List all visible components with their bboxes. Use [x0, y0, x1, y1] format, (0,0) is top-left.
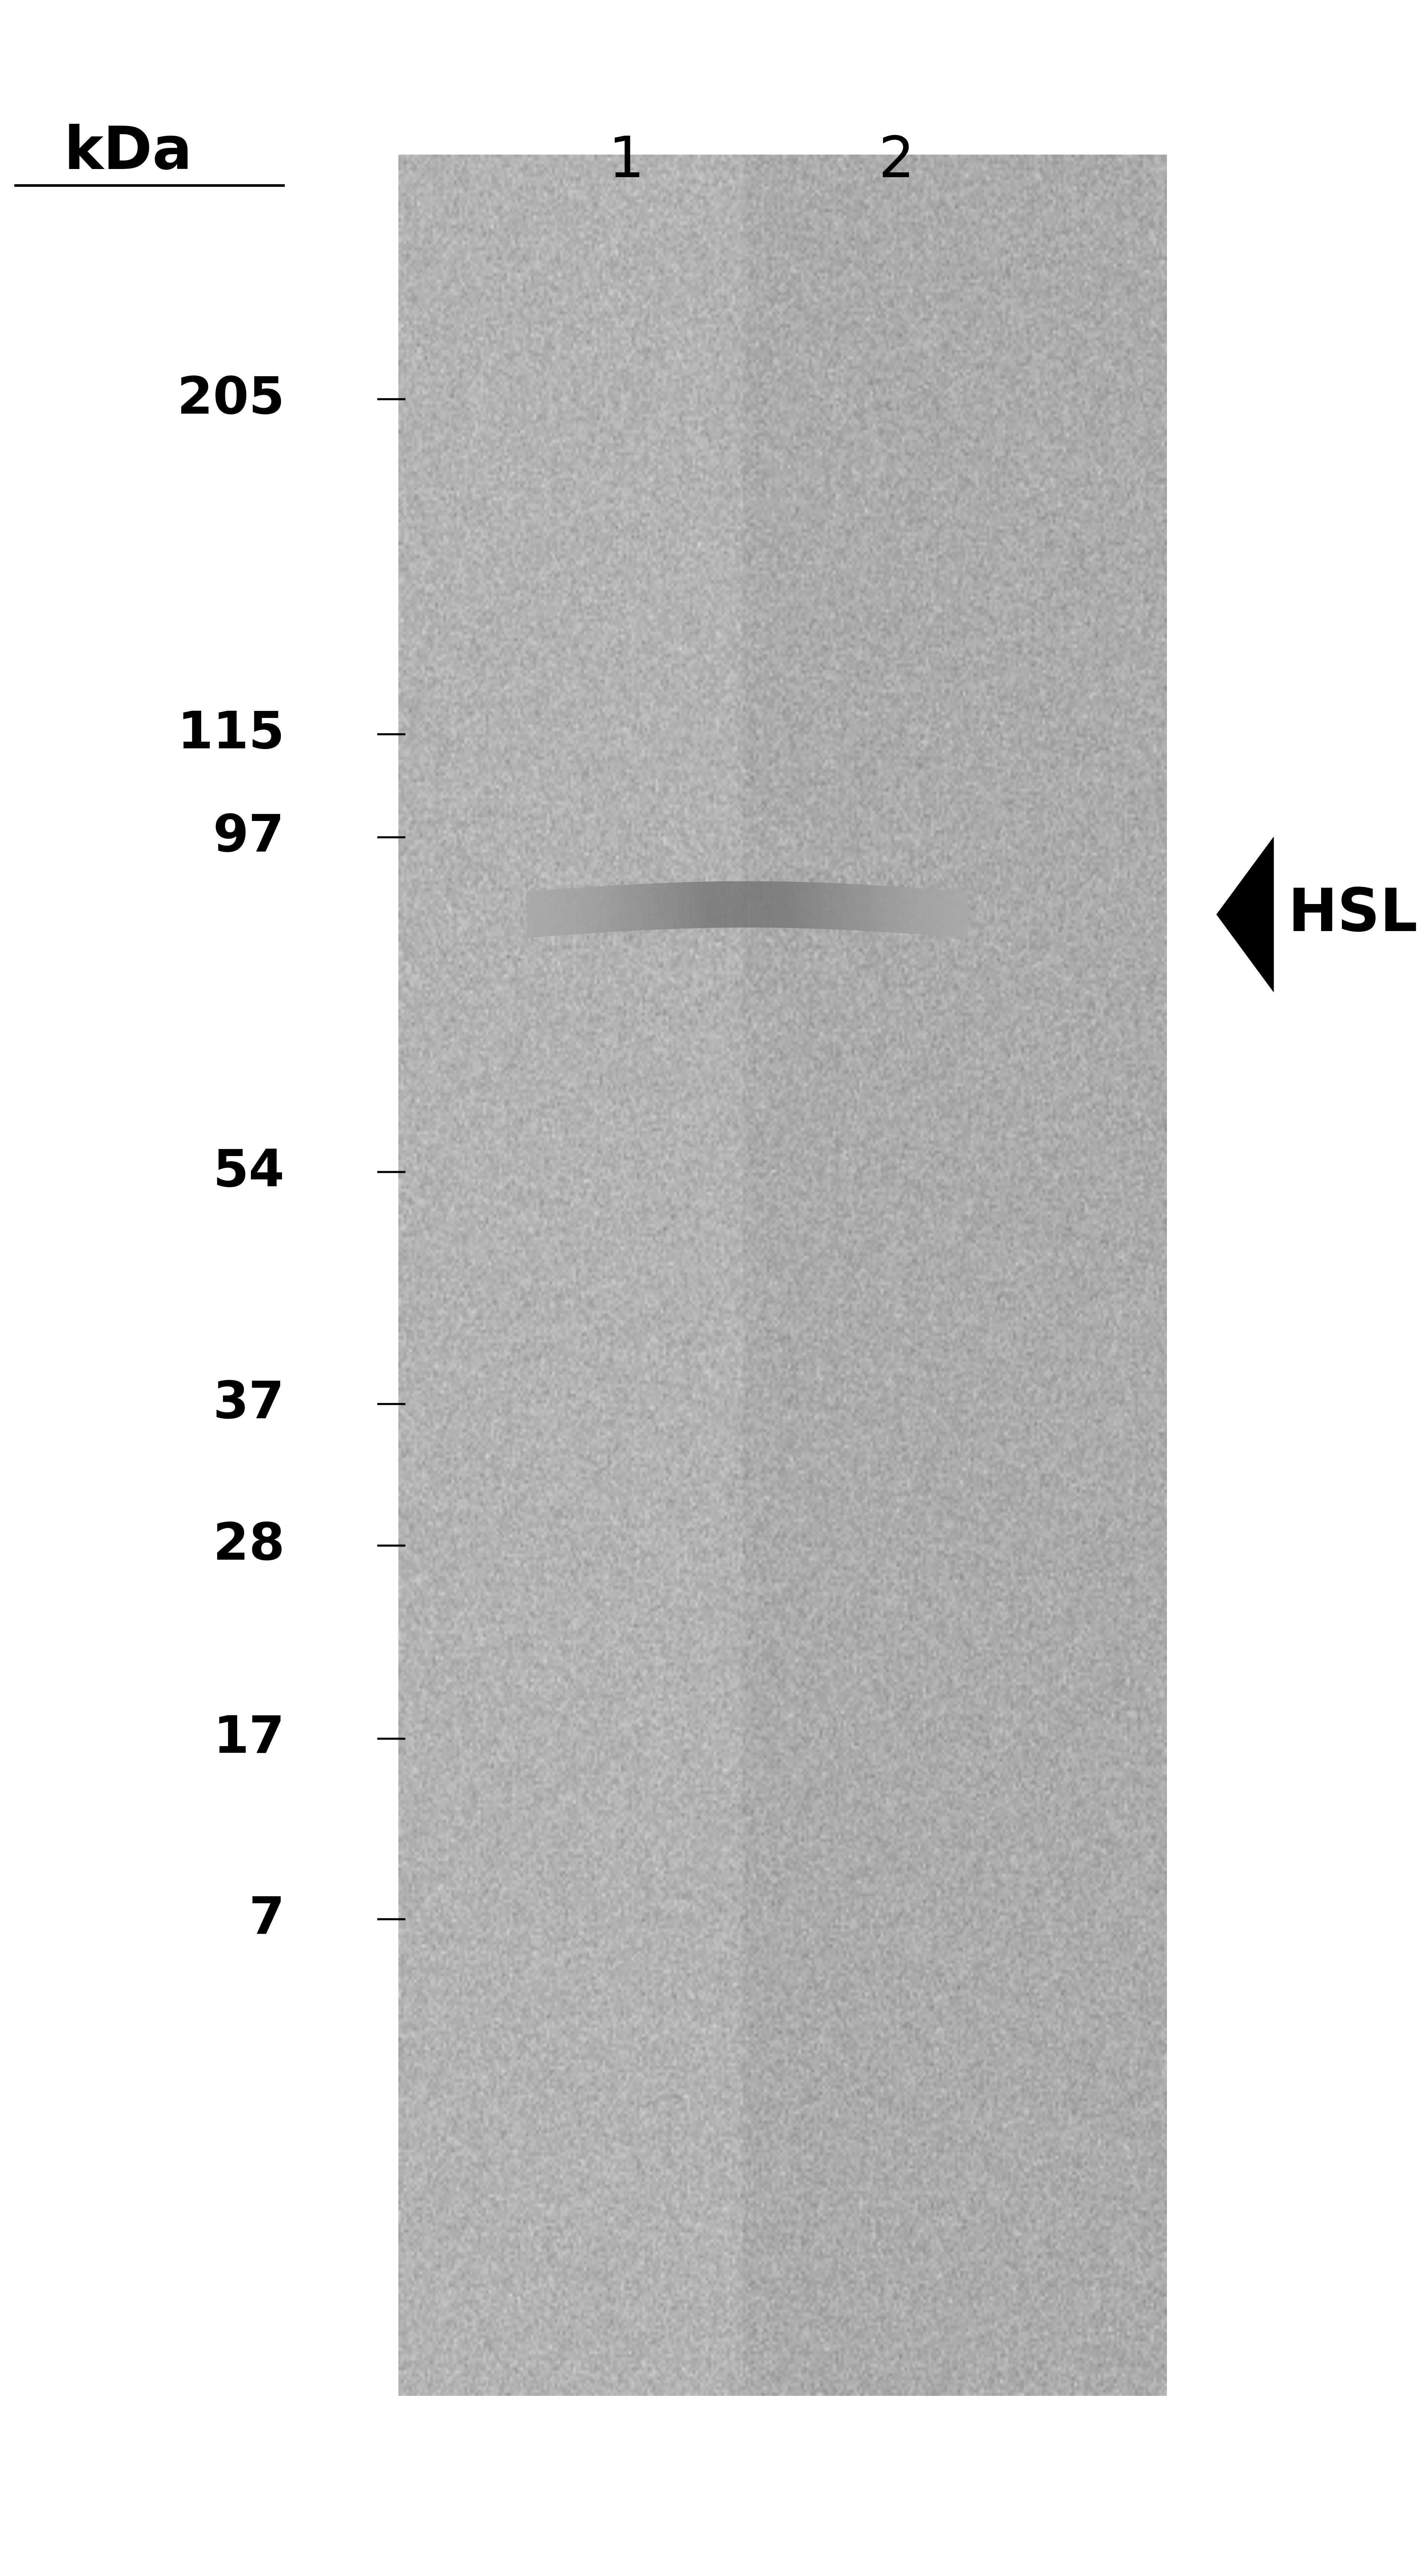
Text: HSL: HSL	[1288, 886, 1417, 943]
Text: 1: 1	[608, 134, 645, 188]
Text: 97: 97	[213, 811, 285, 863]
Text: 54: 54	[213, 1146, 285, 1198]
Text: kDa: kDa	[64, 124, 192, 180]
Text: 2: 2	[878, 134, 915, 188]
Text: 205: 205	[176, 374, 285, 425]
Polygon shape	[1217, 837, 1274, 992]
Text: 37: 37	[213, 1378, 285, 1430]
Text: 17: 17	[213, 1713, 285, 1765]
Text: 28: 28	[213, 1520, 285, 1571]
Text: 7: 7	[249, 1893, 285, 1945]
Bar	[398, 155, 1167, 2396]
Text: 115: 115	[178, 708, 285, 760]
